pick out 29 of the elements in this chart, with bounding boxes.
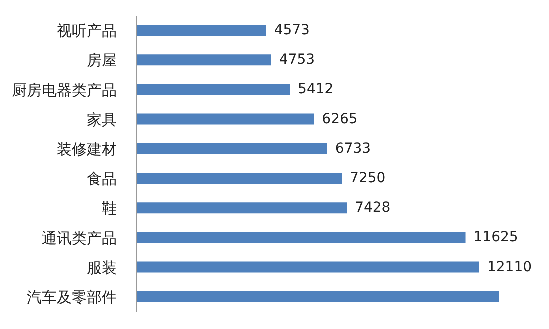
bar [137,114,314,125]
bar [137,262,480,273]
y-tick-label: 装修建材 [57,140,117,159]
bar [137,143,328,154]
bar [137,173,342,184]
data-label: 6265 [322,111,358,128]
data-label: 4573 [274,22,310,38]
y-tick-label: 厨房电器类产品 [12,81,117,100]
y-tick-label: 通讯类产品 [42,229,117,248]
y-tick-label: 鞋 [102,200,117,218]
bar [137,202,348,214]
bar [137,232,466,244]
y-tick-label: 服装 [87,258,117,277]
bar [137,291,499,302]
data-label: 11625 [474,230,518,246]
bar [137,84,290,96]
data-label: 5412 [298,82,334,98]
y-tick-label: 食品 [87,170,117,188]
bar [137,54,272,66]
y-tick-label: 汽车及零部件 [27,288,117,307]
y-tick-label: 家具 [87,110,117,129]
data-label: 12110 [487,259,532,276]
data-label: 7250 [350,170,386,186]
y-tick-label: 视听产品 [57,22,117,40]
bar [137,25,266,36]
data-label: 7428 [355,200,391,216]
data-label: 4753 [279,52,316,68]
data-label: 6733 [335,140,372,157]
y-tick-label: 房屋 [87,52,117,70]
